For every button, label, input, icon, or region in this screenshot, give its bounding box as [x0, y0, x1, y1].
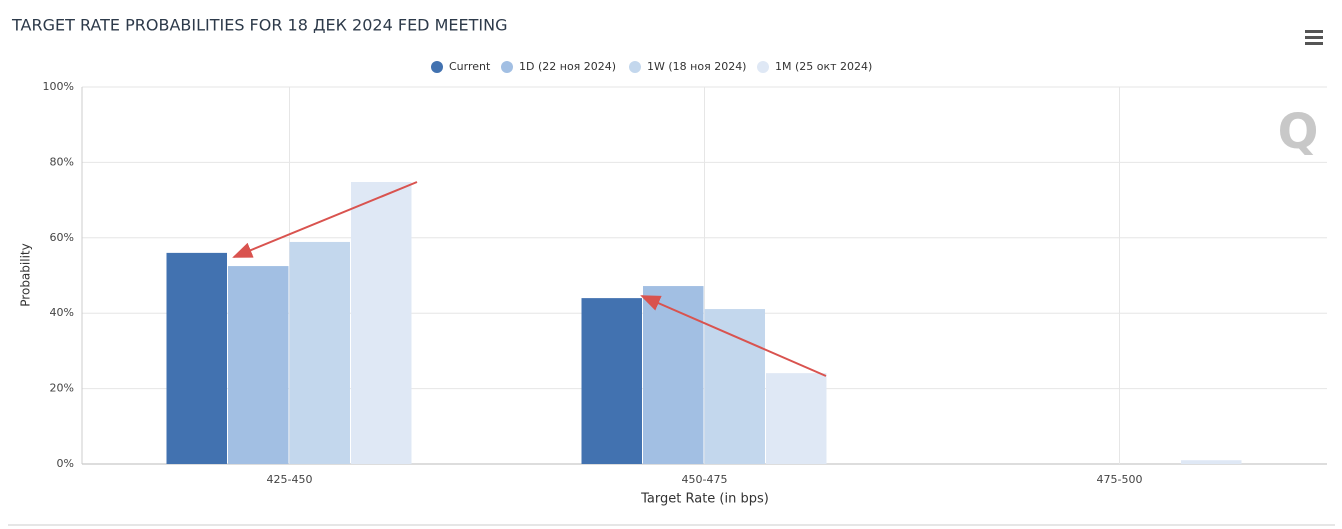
x-tick-label: 425-450 [267, 473, 313, 486]
bar [351, 182, 412, 464]
y-tick-label: 80% [50, 155, 74, 168]
menu-icon[interactable] [1305, 30, 1323, 45]
y-tick-label: 60% [50, 231, 74, 244]
bar [1181, 460, 1242, 464]
bar [166, 252, 227, 464]
chart-title: TARGET RATE PROBABILITIES FOR 18 ДЕК 202… [11, 16, 507, 35]
bar [704, 309, 765, 464]
annotation-arrow [232, 181, 418, 258]
x-tick-label: 450-475 [682, 473, 728, 486]
legend-label: 1D (22 ноя 2024) [519, 60, 616, 73]
logo: Q [1278, 104, 1319, 160]
legend-marker [431, 61, 443, 73]
legend-marker [501, 61, 513, 73]
y-tick-label: 40% [50, 306, 74, 319]
legend-label: 1W (18 ноя 2024) [647, 60, 746, 73]
y-tick-label: 100% [43, 80, 74, 93]
legend-label: Current [449, 60, 491, 73]
annotation-arrow [640, 295, 827, 377]
bar [766, 373, 827, 464]
y-tick-label: 20% [50, 382, 74, 395]
bar [228, 266, 289, 464]
bar [643, 286, 704, 464]
legend-marker [629, 61, 641, 73]
bar [289, 241, 350, 464]
y-tick-label: 0% [57, 457, 74, 470]
legend-marker [757, 61, 769, 73]
legend-label: 1M (25 окт 2024) [775, 60, 872, 73]
bar [581, 298, 642, 464]
x-tick-label: 475-500 [1097, 473, 1143, 486]
x-axis-label: Target Rate (in bps) [640, 492, 769, 507]
y-axis-label: Probability [19, 243, 33, 306]
